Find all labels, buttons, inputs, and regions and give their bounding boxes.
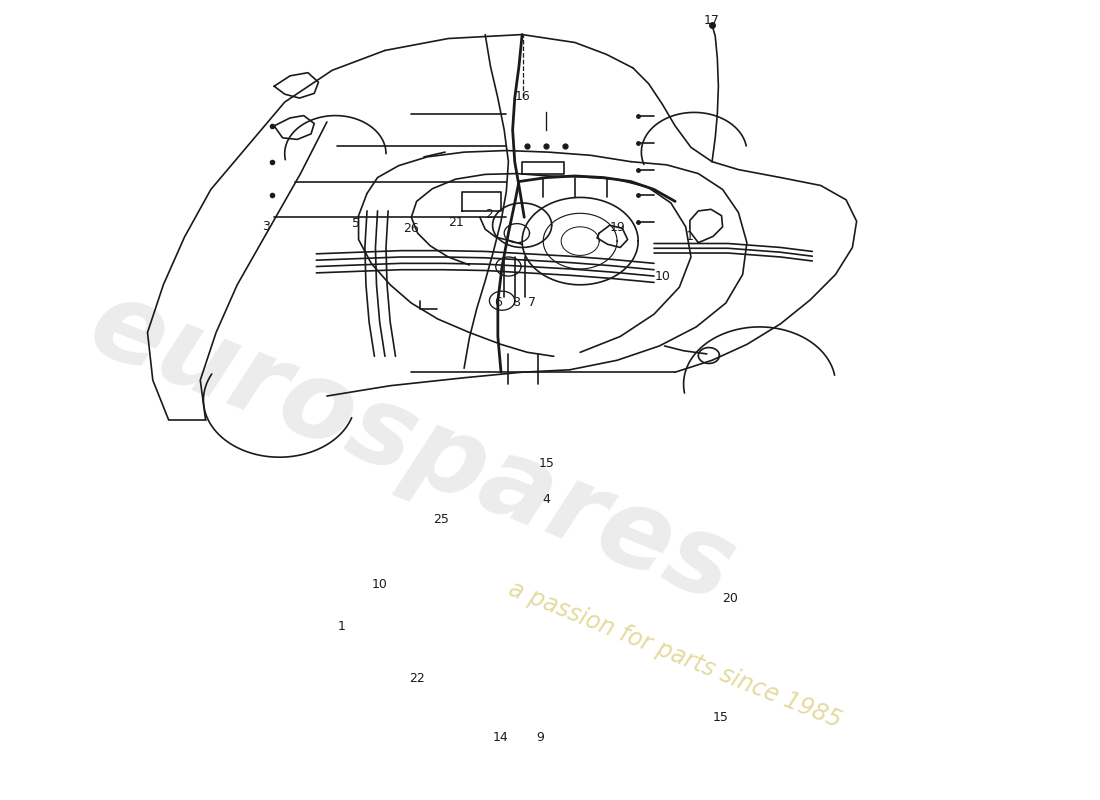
Text: 21: 21: [448, 215, 463, 229]
Text: 1: 1: [686, 230, 694, 243]
Text: 17: 17: [704, 14, 720, 26]
Text: 5: 5: [352, 217, 361, 230]
Text: 19: 19: [609, 221, 625, 234]
Text: 22: 22: [409, 671, 425, 685]
Text: 16: 16: [514, 90, 530, 103]
Text: eurospares: eurospares: [74, 270, 749, 625]
Text: 3: 3: [262, 220, 270, 234]
Text: 25: 25: [433, 513, 449, 526]
Text: 14: 14: [493, 731, 509, 744]
Text: 7: 7: [528, 296, 536, 309]
Text: 10: 10: [372, 578, 387, 591]
Text: 2: 2: [485, 208, 493, 221]
Text: 4: 4: [542, 493, 550, 506]
Text: 6: 6: [494, 296, 502, 309]
Text: 1: 1: [338, 620, 345, 633]
Text: 15: 15: [539, 457, 554, 470]
Text: 26: 26: [404, 222, 419, 235]
Text: 8: 8: [512, 296, 520, 309]
Text: 10: 10: [654, 270, 670, 282]
Text: 20: 20: [722, 592, 738, 605]
Text: 15: 15: [713, 711, 728, 724]
Text: 9: 9: [536, 731, 544, 744]
Text: a passion for parts since 1985: a passion for parts since 1985: [505, 576, 845, 732]
